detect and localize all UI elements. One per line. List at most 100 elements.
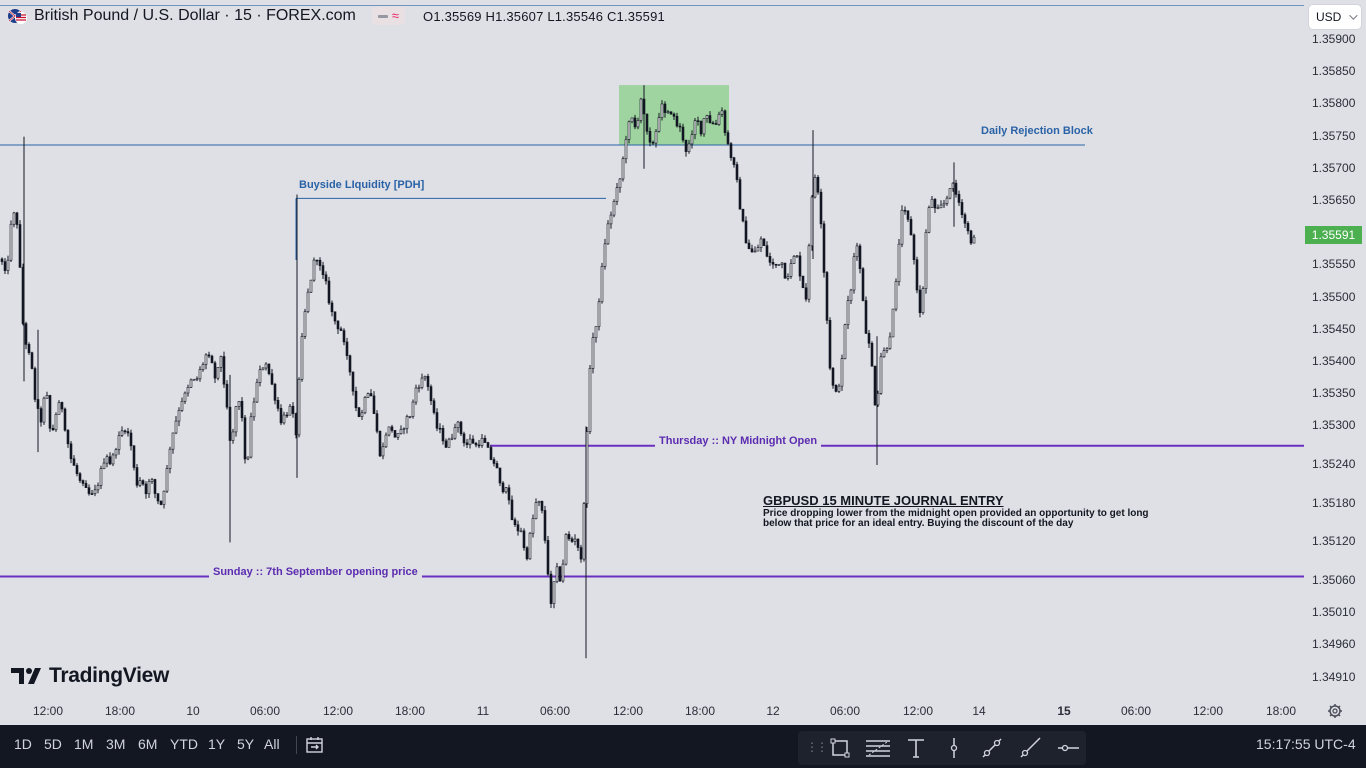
candle-body — [750, 248, 754, 253]
candle-body — [330, 302, 334, 313]
candle-body — [618, 178, 622, 188]
range-button-3m[interactable]: 3M — [106, 736, 126, 752]
range-button-all[interactable]: All — [264, 736, 280, 752]
journal-line-1: Price dropping lower from the midnight o… — [763, 508, 1149, 519]
tradingview-logo[interactable]: TradingView — [11, 664, 169, 688]
candle-body — [312, 259, 316, 281]
candle-body — [189, 379, 193, 388]
wave-icon[interactable]: ≈ — [391, 8, 400, 23]
text-tool-icon[interactable] — [903, 735, 929, 761]
indicator-pill[interactable]: ≈ — [371, 7, 406, 25]
candle-body — [165, 468, 169, 492]
candle-body — [558, 566, 562, 582]
candle-body — [234, 406, 238, 433]
candle-body — [120, 430, 124, 436]
range-button-1m[interactable]: 1M — [74, 736, 94, 752]
candles — [0, 85, 976, 659]
candle-body — [807, 245, 811, 300]
candle-body — [240, 401, 244, 419]
candle-body — [804, 287, 808, 300]
candle-body — [597, 301, 601, 327]
candle-body — [648, 131, 652, 143]
time-label: 06:00 — [249, 704, 281, 718]
ny-midnight-open-label[interactable]: Thursday :: NY Midnight Open — [655, 435, 822, 447]
vertical-line-icon[interactable] — [941, 735, 967, 761]
fib-tool-icon[interactable] — [865, 735, 891, 761]
candle-body — [285, 414, 289, 417]
candle-body — [237, 401, 241, 407]
range-button-6m[interactable]: 6M — [138, 736, 158, 752]
gear-icon[interactable] — [1327, 703, 1343, 719]
candle-body — [927, 207, 931, 233]
candle-body — [3, 261, 7, 271]
candle-body — [699, 120, 703, 135]
candle-body — [921, 288, 925, 314]
candle-body — [798, 255, 802, 277]
candle-body — [495, 463, 499, 469]
price-label: 1.35500 — [1312, 289, 1356, 304]
range-button-1d[interactable]: 1D — [14, 736, 32, 752]
candle-body — [369, 393, 373, 397]
candle-body — [579, 547, 583, 560]
rectangle-tool-icon[interactable] — [827, 735, 853, 761]
buyside-liquidity-label[interactable]: Buyside LIquidity [PDH] — [299, 179, 425, 191]
candle-body — [414, 387, 418, 403]
candle-body — [309, 279, 313, 293]
candle-body — [915, 259, 919, 291]
time-label: 15 — [1057, 704, 1071, 718]
drag-handle-icon[interactable]: ⋮⋮ — [806, 740, 828, 754]
candle-body — [924, 231, 928, 289]
horizontal-ray-icon[interactable] — [1055, 735, 1081, 761]
candle-body — [327, 280, 331, 304]
range-button-5d[interactable]: 5D — [44, 736, 62, 752]
trend-line-icon[interactable] — [979, 735, 1005, 761]
journal-title: GBPUSD 15 MINUTE JOURNAL ENTRY — [763, 493, 1004, 508]
price-chart[interactable] — [0, 0, 1304, 700]
candle-body — [837, 385, 841, 392]
candle-body — [348, 355, 352, 373]
range-button-ytd[interactable]: YTD — [170, 736, 198, 752]
ray-icon[interactable] — [1017, 735, 1043, 761]
calendar-range-icon[interactable] — [305, 735, 325, 755]
candle-body — [681, 126, 685, 141]
candle-body — [738, 179, 742, 210]
candle-body — [903, 209, 907, 212]
candle-body — [594, 326, 598, 338]
symbol-title[interactable]: British Pound / U.S. Dollar · 15 · FOREX… — [34, 7, 356, 24]
candle-body — [552, 581, 556, 604]
candle-body — [420, 377, 424, 388]
candle-body — [519, 530, 523, 533]
candle-body — [477, 444, 481, 447]
daily-rejection-label[interactable]: Daily Rejection Block — [981, 125, 1093, 137]
clock[interactable]: 15:17:55 UTC-4 — [1256, 736, 1356, 752]
time-label: 12 — [766, 704, 780, 718]
candle-body — [303, 311, 307, 337]
candle-body — [108, 456, 112, 465]
range-button-1y[interactable]: 1Y — [208, 736, 226, 752]
sunday-open-label[interactable]: Sunday :: 7th September opening price — [209, 566, 422, 578]
candle-body — [471, 438, 475, 444]
candle-body — [426, 376, 430, 387]
candle-body — [852, 256, 856, 291]
candle-body — [15, 212, 19, 225]
candle-body — [123, 430, 127, 433]
candle-body — [531, 518, 535, 534]
candle-body — [606, 223, 610, 245]
price-label: 1.35850 — [1312, 64, 1356, 79]
candle-body — [948, 188, 952, 199]
candle-body — [363, 397, 367, 414]
candle-body — [705, 115, 709, 119]
candle-body — [945, 197, 949, 204]
candle-body — [399, 429, 403, 434]
candle-body — [198, 369, 202, 380]
candle-body — [897, 243, 901, 282]
range-button-5y[interactable]: 5Y — [237, 736, 255, 752]
candle-body — [690, 134, 694, 145]
journal-note[interactable]: GBPUSD 15 MINUTE JOURNAL ENTRY Price dro… — [763, 493, 1183, 529]
candle-body — [288, 405, 292, 416]
candle-body — [381, 446, 385, 457]
candle-body — [150, 479, 154, 482]
minus-icon[interactable] — [377, 14, 388, 18]
candle-body — [213, 362, 217, 379]
currency-select[interactable]: USD — [1309, 5, 1361, 29]
